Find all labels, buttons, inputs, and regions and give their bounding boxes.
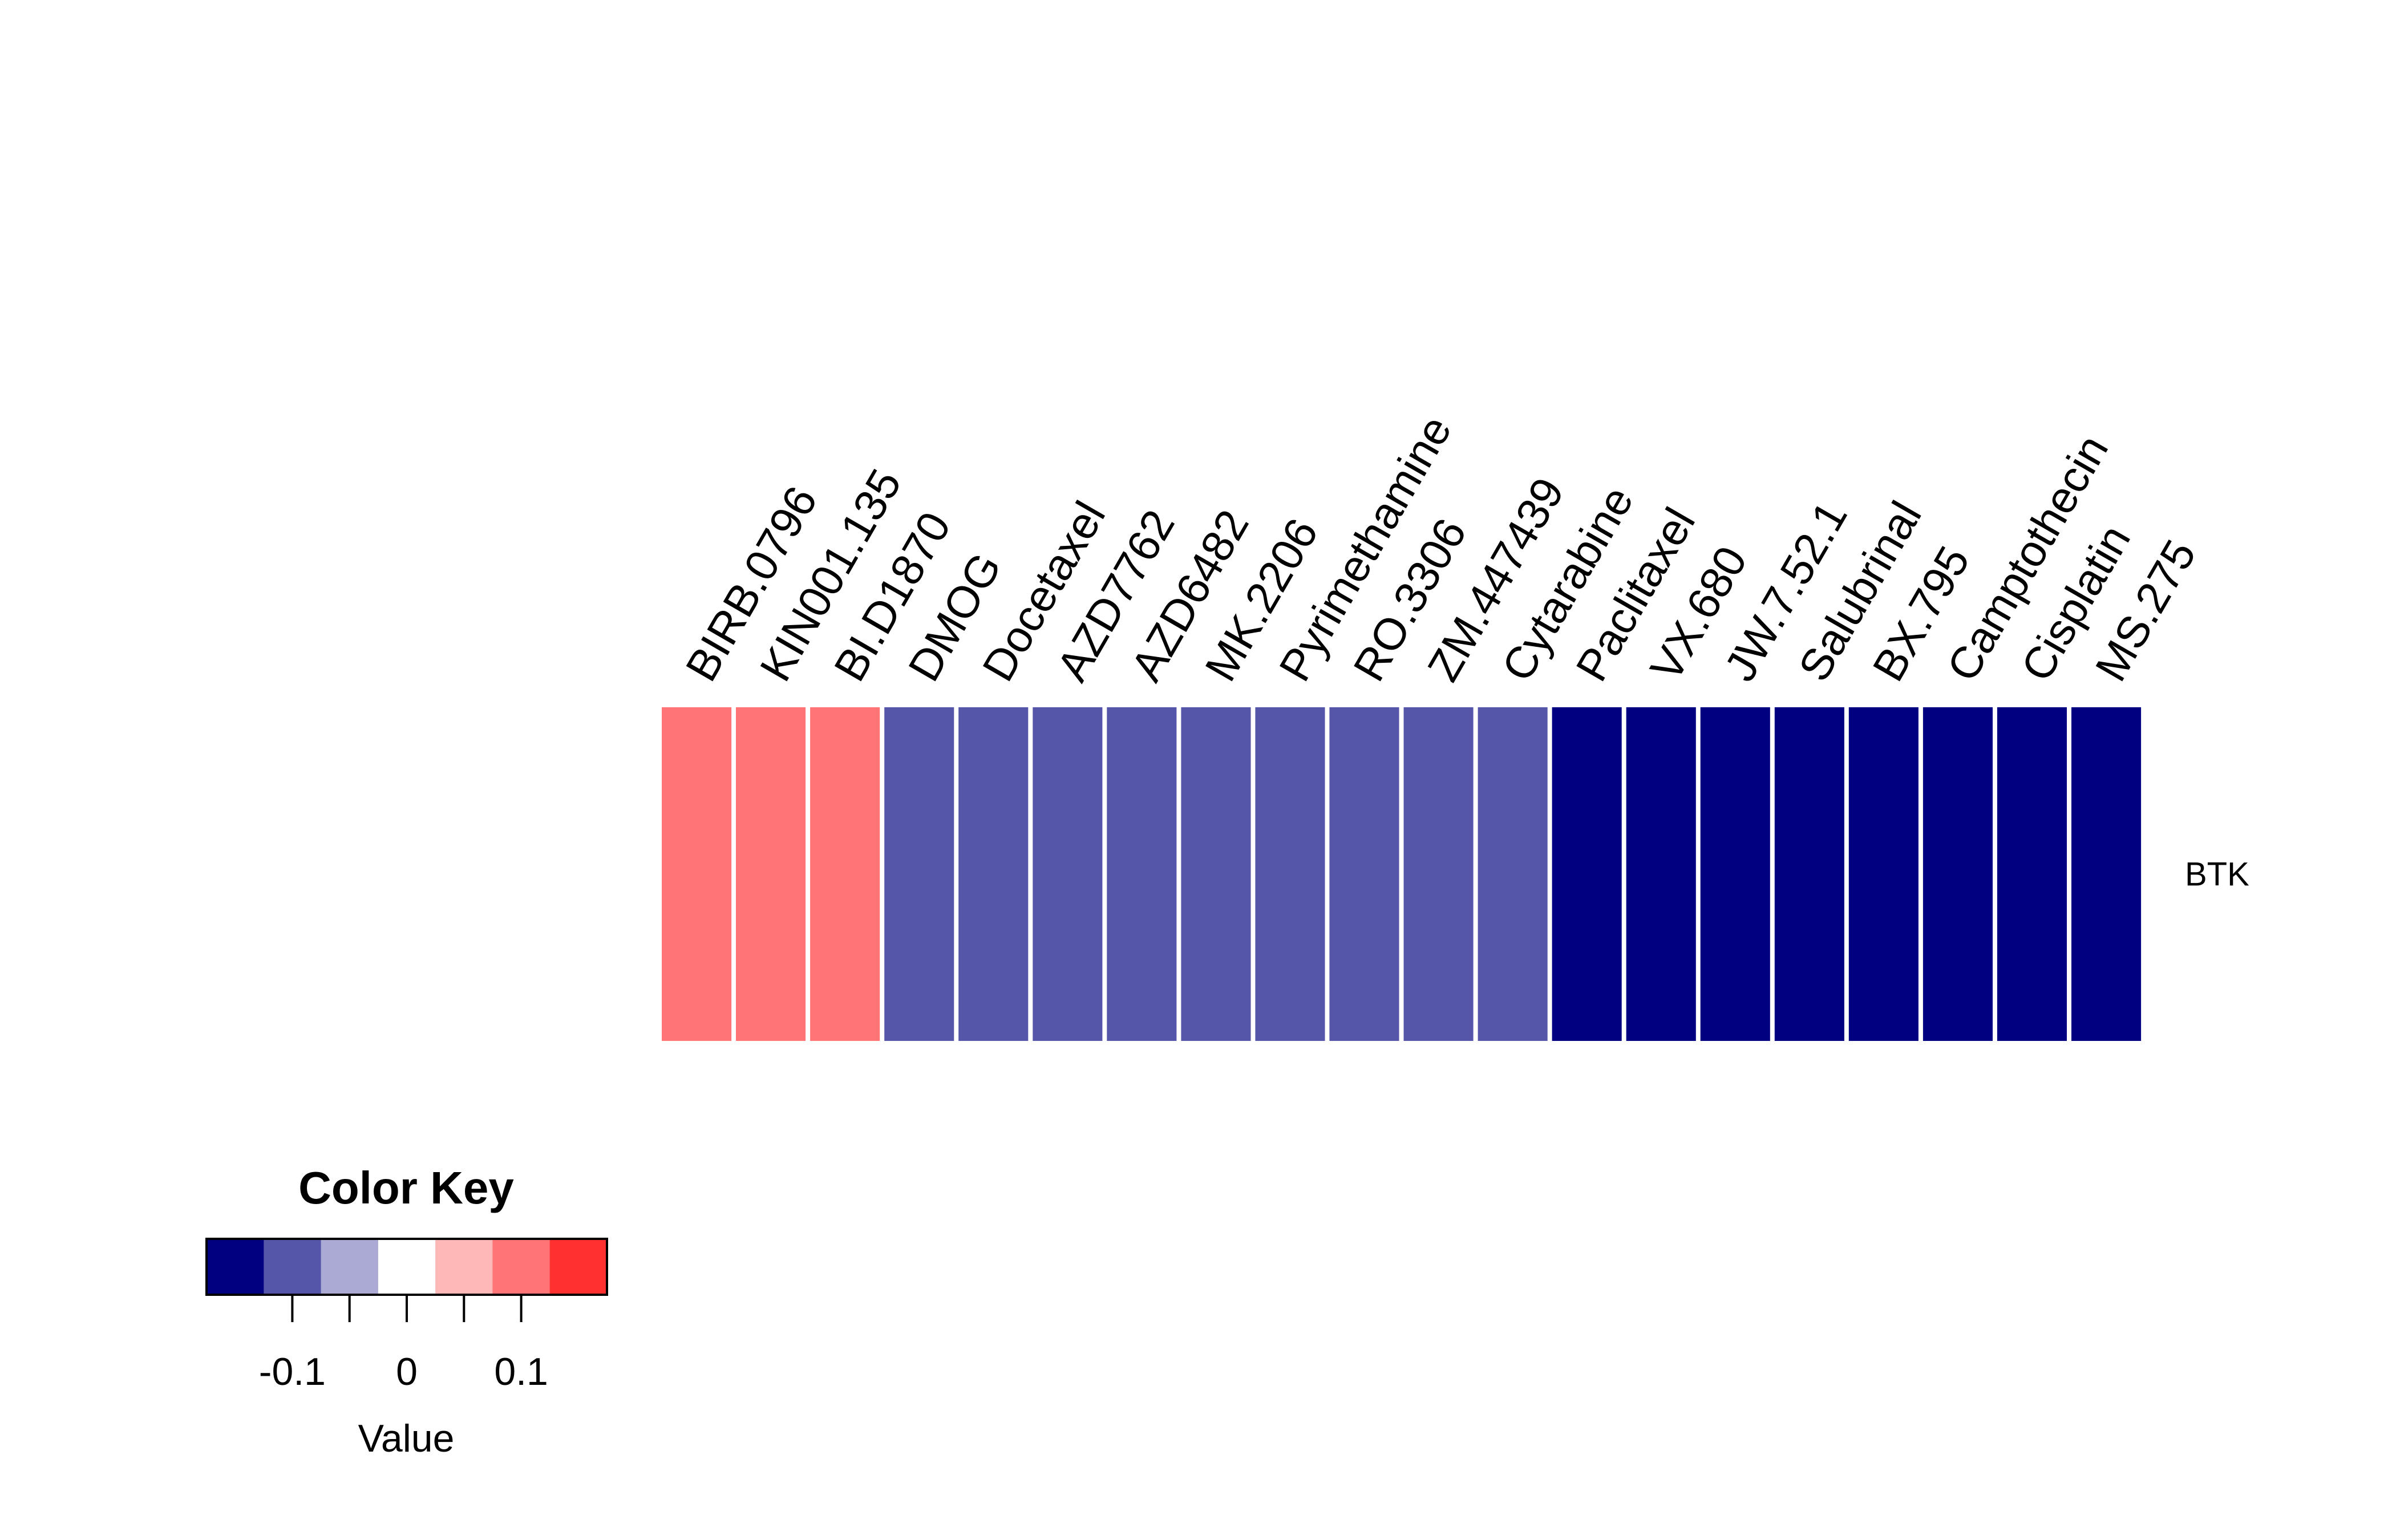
color-key-swatch [264, 1239, 322, 1295]
color-key-axis-label: Value [358, 1417, 455, 1460]
heatmap-cell [1848, 707, 1919, 1041]
color-key-swatch [321, 1239, 379, 1295]
color-key-swatch [549, 1239, 608, 1295]
color-key-swatches [207, 1239, 608, 1295]
heatmap-cell [958, 707, 1029, 1041]
color-key-title: Color Key [298, 1162, 514, 1213]
color-key-tick-label: -0.1 [259, 1350, 326, 1393]
heatmap-cell [1403, 707, 1474, 1041]
heatmap-cell [2071, 707, 2142, 1041]
heatmap-cell [1997, 707, 2067, 1041]
heatmap-cell [1774, 707, 1844, 1041]
heatmap-cell [1329, 707, 1399, 1041]
heatmap-cell [1033, 707, 1103, 1041]
heatmap-cells [662, 707, 2142, 1041]
color-key-swatch [435, 1239, 493, 1295]
heatmap-cell [884, 707, 954, 1041]
color-key-swatch [492, 1239, 551, 1295]
heatmap-cell [810, 707, 880, 1041]
heatmap-cell [1700, 707, 1770, 1041]
heatmap-cell [1923, 707, 1993, 1041]
heatmap-cell [1478, 707, 1548, 1041]
color-key-swatch [207, 1239, 264, 1295]
color-key-tick-label: 0.1 [494, 1350, 548, 1393]
row-labels: BTK [2185, 856, 2249, 893]
row-label: BTK [2185, 856, 2249, 893]
heatmap-cell [736, 707, 806, 1041]
heatmap-cell [662, 707, 732, 1041]
color-key-tick-label: 0 [396, 1350, 418, 1393]
heatmap-cell [1626, 707, 1696, 1041]
color-key-ticks: -0.1 0 0.1 [259, 1295, 548, 1393]
heatmap-cell [1255, 707, 1325, 1041]
color-key: Color Key -0.1 0 0.1 Value [205, 1162, 608, 1460]
heatmap-cell [1107, 707, 1177, 1041]
heatmap-cell [1552, 707, 1622, 1041]
color-key-swatch [378, 1239, 436, 1295]
heatmap-cell [1181, 707, 1251, 1041]
column-labels: BIRB.0796KIN001.135BI.D1870DMOGDocetaxel… [676, 407, 2206, 689]
